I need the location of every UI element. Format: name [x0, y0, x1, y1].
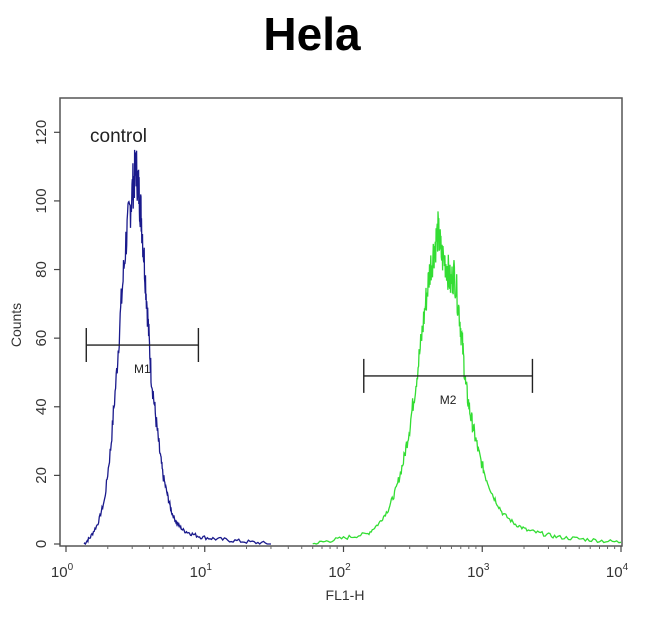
- chart-title: Hela: [263, 8, 361, 60]
- y-tick-label: 40: [33, 398, 50, 415]
- y-tick-label: 20: [33, 467, 50, 484]
- x-tick-label: 104: [606, 562, 629, 581]
- y-tick-label: 60: [33, 330, 50, 347]
- plot-frame: [59, 97, 623, 547]
- series-line-1: [83, 149, 271, 546]
- gate-label-m2: M2: [440, 393, 457, 407]
- y-tick-label: 0: [33, 540, 50, 548]
- x-tick-label: 100: [51, 562, 74, 581]
- y-tick-label: 80: [33, 261, 50, 278]
- x-axis-label: FL1-H: [326, 587, 365, 603]
- series-line-2: [312, 211, 622, 545]
- y-tick-label: 100: [33, 188, 50, 213]
- y-tick-label: 120: [33, 120, 50, 145]
- control-annotation: control: [90, 126, 147, 147]
- x-tick-label: 102: [328, 562, 351, 581]
- y-axis-label: Counts: [8, 303, 24, 347]
- gate-label-m1: M1: [134, 362, 151, 376]
- x-tick-label: 103: [467, 562, 490, 581]
- x-tick-label: 101: [190, 562, 213, 581]
